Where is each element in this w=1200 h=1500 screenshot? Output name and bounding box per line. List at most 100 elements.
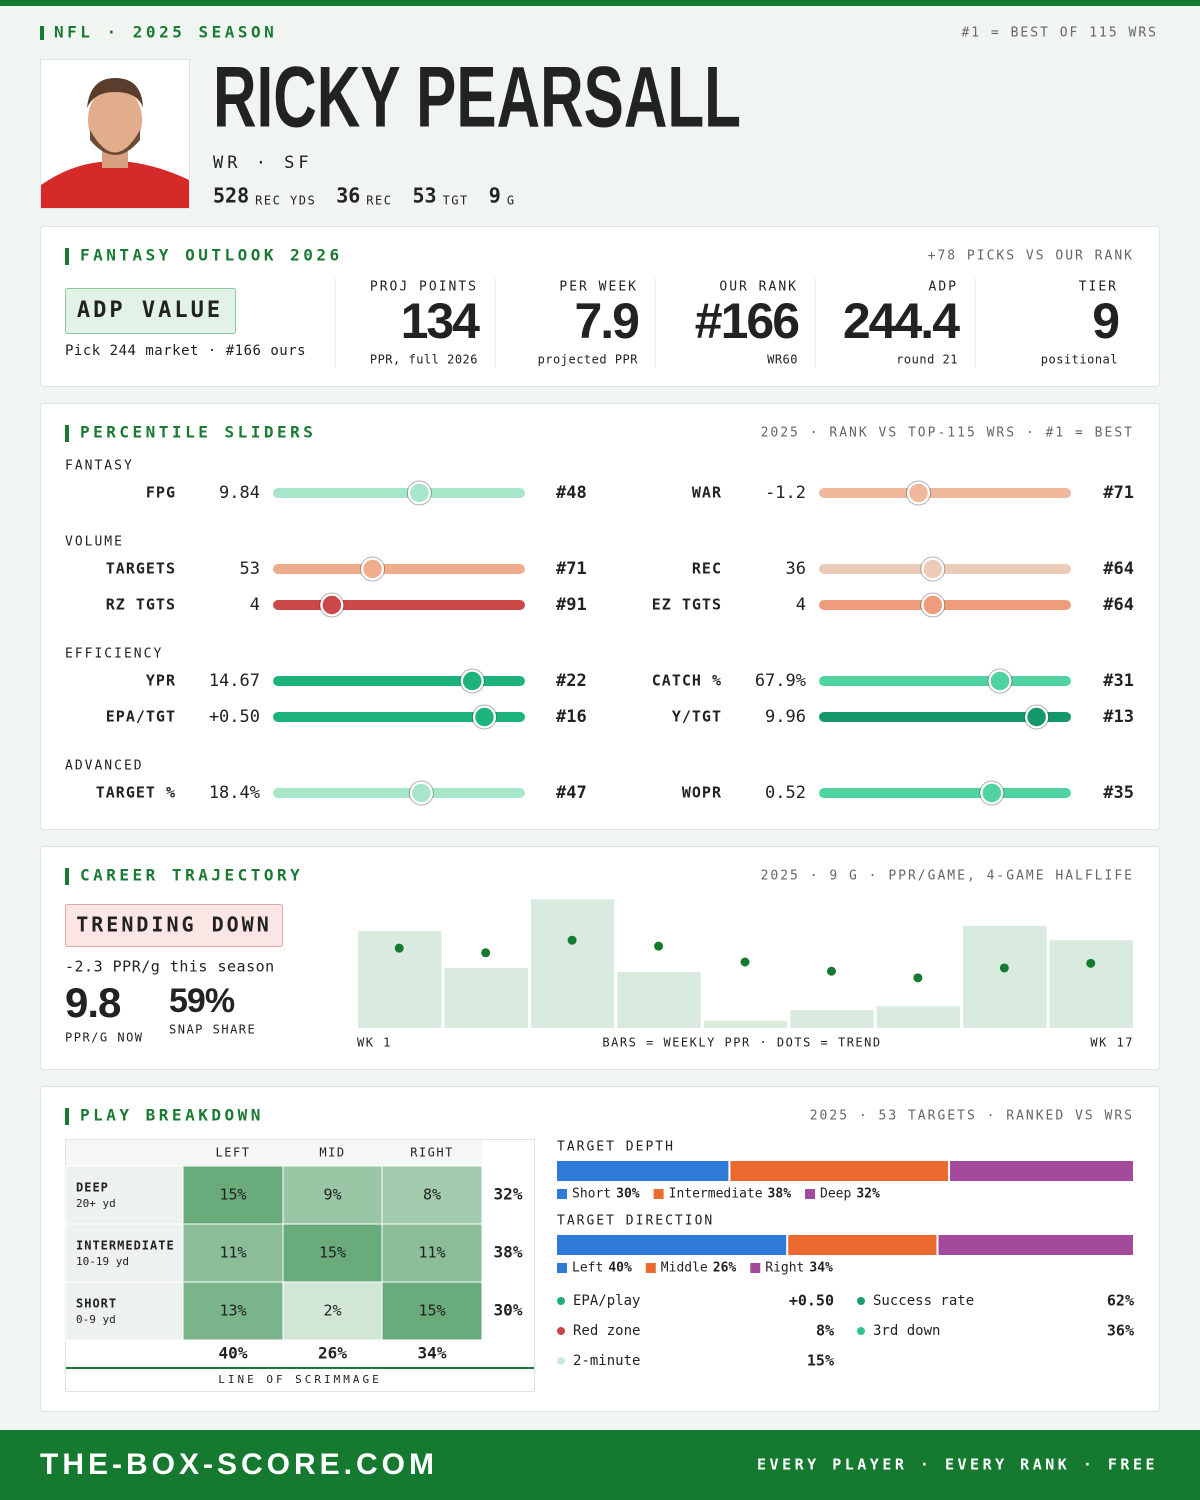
group-label: ADVANCED (65, 759, 144, 774)
cell-label: 15% (219, 1186, 246, 1204)
row-range: 10-19 yd (76, 1255, 129, 1268)
legend-value: 30% (616, 1187, 640, 1202)
legend-swatch (805, 1189, 816, 1199)
slider-value: 14.67 (209, 671, 260, 691)
slider-label: CATCH % (652, 672, 722, 690)
heat-cell (282, 1281, 383, 1341)
slider-track (273, 564, 525, 574)
weekly-bar (963, 925, 1047, 1028)
slider-value: 36 (786, 559, 806, 579)
trend-dot (740, 957, 750, 967)
column-label: RIGHT (410, 1146, 454, 1160)
photo (40, 59, 190, 209)
badge-text: ADP VALUE (77, 298, 223, 323)
metric-dot (857, 1297, 865, 1305)
heat-cell (381, 1223, 483, 1283)
knob-ring (471, 704, 497, 730)
stack-segment (557, 1161, 729, 1181)
row-range: 0-9 yd (76, 1313, 116, 1326)
row-total: 30% (494, 1301, 523, 1320)
badge (65, 288, 236, 334)
outlook-sub: positional (1041, 353, 1118, 367)
cell-label: 11% (219, 1244, 246, 1262)
knob-ring (406, 480, 432, 506)
metric-name: EPA/play (573, 1293, 640, 1309)
slider-label: EZ TGTS (652, 596, 722, 614)
column-total: 26% (318, 1344, 347, 1363)
knob-ring (920, 592, 946, 618)
metric-value: +0.50 (789, 1292, 834, 1310)
slider-rank: #13 (1103, 707, 1134, 727)
slider-value: 4 (796, 595, 806, 615)
column-label: LEFT (216, 1146, 251, 1160)
knob-ring (920, 556, 946, 582)
metric-dot (557, 1327, 565, 1335)
trend-change: -2.3 PPR/g this season (65, 958, 275, 976)
legend-swatch (645, 1263, 656, 1273)
outlook-value: #166 (695, 293, 798, 349)
trend-dot (654, 941, 664, 951)
player-name: RICKY PEARSALL (213, 50, 741, 146)
outlook-value: 9 (1092, 293, 1118, 349)
trend-dot (1086, 958, 1096, 968)
stat-label: TGT (443, 194, 469, 208)
slider-rank: #71 (1103, 483, 1134, 503)
slider-rank: #48 (556, 483, 587, 503)
slider-value: 9.96 (765, 707, 806, 727)
slider-knob (407, 481, 432, 505)
slider-track (819, 488, 1071, 498)
knob-ring (319, 592, 345, 618)
cell-label: 8% (423, 1186, 441, 1204)
trend-dot (567, 935, 577, 945)
metric-value: 15% (807, 1352, 834, 1370)
legend-swatch (557, 1263, 567, 1273)
slider-value: 0.52 (765, 783, 806, 803)
trend-dot (394, 943, 404, 953)
column-total: 40% (219, 1344, 248, 1363)
marker (40, 26, 44, 40)
outlook-sub: projected PPR (538, 353, 639, 367)
slider-knob (988, 669, 1012, 693)
slider-knob (980, 781, 1004, 805)
metric-value: 62% (1107, 1292, 1134, 1310)
slider-rank: #16 (556, 707, 587, 727)
snap-share: 59% (169, 982, 235, 1020)
weekly-bar (444, 967, 528, 1028)
stack-segment (938, 1235, 1133, 1255)
row-name: SHORT (76, 1297, 117, 1311)
slider-track (273, 600, 525, 610)
row-total: 32% (494, 1185, 523, 1204)
outlook-value: 134 (401, 293, 481, 349)
legend-name: Left (572, 1261, 603, 1276)
section-title: PERCENTILE SLIDERS (80, 423, 316, 442)
heat-cell (381, 1165, 483, 1225)
legend-value: 38% (768, 1187, 792, 1202)
metric-dot (557, 1357, 565, 1365)
knob-ring (360, 556, 386, 582)
knob-ring (408, 780, 434, 806)
section-note: 2025 · 9 G · PPR/GAME, 4-GAME HALFLIFE (761, 869, 1134, 884)
knob-ring (906, 480, 932, 506)
column-total: 34% (418, 1344, 447, 1363)
legend-swatch (653, 1189, 664, 1199)
metric-name: Success rate (873, 1293, 974, 1309)
metric-name: Red zone (573, 1323, 640, 1339)
weekly-bar (876, 1006, 961, 1028)
slider-rank: #71 (556, 559, 587, 579)
ppr-now: 9.8 (65, 979, 121, 1026)
slider-track (819, 600, 1071, 610)
slider-label: EPA/TGT (106, 708, 176, 726)
slider-value: 53 (240, 559, 260, 579)
legend-value: 26% (713, 1261, 737, 1276)
slider-label: WAR (692, 484, 722, 502)
outlook-label: PER WEEK (559, 280, 638, 295)
footer-site: THE-BOX-SCORE.COM (40, 1448, 438, 1481)
row-head (65, 1165, 184, 1225)
chart-caption: BARS = WEEKLY PPR · DOTS = TREND (602, 1036, 881, 1050)
knob-ring (987, 668, 1013, 694)
metric-name: 2-minute (573, 1353, 640, 1369)
legend-swatch (750, 1263, 761, 1273)
legend-name: Intermediate (669, 1187, 763, 1202)
outlook-sub: WR60 (767, 353, 798, 367)
trend-dot (481, 948, 491, 958)
